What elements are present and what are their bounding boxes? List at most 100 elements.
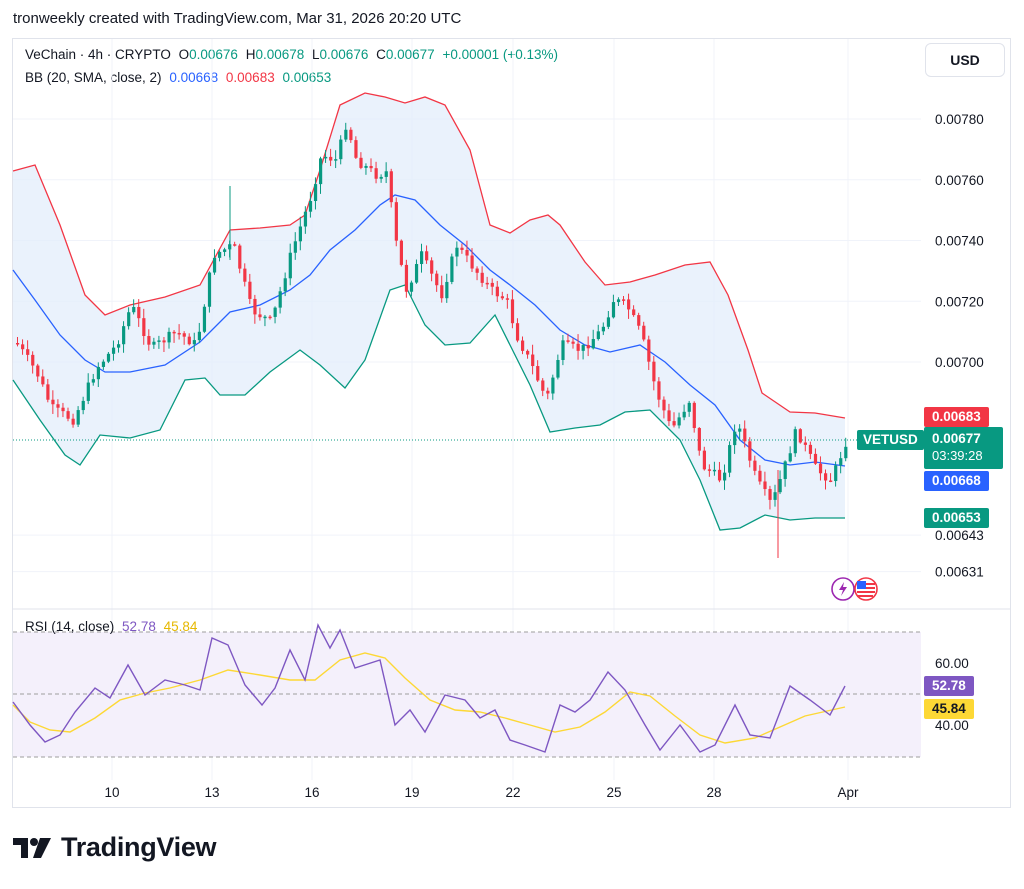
candle-body (288, 252, 292, 279)
rsi-ma-legend-value: 45.84 (163, 619, 198, 634)
rsi-tick-label: 60.00 (935, 656, 969, 671)
candle-body (808, 444, 813, 454)
candle-body (354, 140, 358, 158)
bb-basis-price-tag: 0.00668 (924, 471, 989, 491)
bb-legend: BB (20, SMA, close, 2) 0.00668 0.00683 0… (25, 70, 335, 85)
candle-body (672, 421, 676, 426)
candle-body (142, 318, 146, 337)
candle-body (197, 331, 201, 341)
candlesticks (16, 122, 848, 558)
candle-body (384, 171, 388, 177)
candle-body (712, 469, 717, 472)
candle-body (248, 281, 252, 299)
rsi-label: RSI (14, close) (25, 619, 115, 634)
price-axis-ticks: 0.00780 0.00760 0.00740 0.00720 0.00700 0.006… (935, 112, 984, 733)
candle-body (41, 376, 45, 385)
bb-basis-value: 0.00668 (169, 70, 219, 85)
bb-lower-price-tag: 0.00653 (924, 508, 989, 528)
candle-body (556, 359, 560, 378)
candle-body (793, 429, 797, 454)
candle-body (329, 156, 333, 161)
candle-body (207, 272, 212, 307)
candle-body (339, 139, 343, 160)
candle-body (303, 211, 308, 227)
time-tick-label: 19 (404, 785, 419, 800)
price-tick-label: 0.00720 (935, 294, 984, 309)
candle-body (46, 384, 50, 400)
candle-body (258, 314, 262, 318)
open-value: 0.00676 (189, 47, 238, 62)
symbol-tag: VETUSD (857, 430, 924, 450)
candle-body (81, 400, 85, 411)
currency-button[interactable]: USD (925, 43, 1005, 77)
bar-countdown: 03:39:28 (932, 448, 983, 463)
event-icons[interactable] (831, 577, 881, 603)
candle-body (152, 341, 156, 345)
candle-body (86, 382, 90, 401)
candle-body (399, 240, 403, 265)
candle-body (389, 171, 393, 203)
bb-upper-line (12, 92, 846, 419)
tradingview-logo: TradingView (13, 832, 217, 863)
candle-body (480, 272, 484, 283)
candle-body (839, 458, 843, 466)
bb-basis-line (12, 194, 846, 467)
low-value: 0.00676 (319, 47, 369, 62)
candle-body (21, 344, 25, 350)
candle-body (359, 157, 363, 168)
candle-body (283, 278, 287, 292)
price-tick-label: 0.00780 (935, 112, 984, 127)
bb-upper-value: 0.00683 (225, 70, 275, 85)
candle-body (586, 345, 590, 349)
candle-body (111, 347, 116, 354)
candle-body (773, 492, 777, 500)
candle-body (364, 165, 368, 168)
candle-body (829, 480, 833, 482)
candle-body (692, 402, 696, 429)
candle-body (293, 241, 297, 253)
candle-body (450, 256, 454, 282)
rsi-ma-price-tag: 45.84 (924, 699, 974, 719)
candle-body (526, 350, 530, 355)
candle-body (404, 264, 409, 292)
candle-body (834, 465, 838, 482)
candle-body (541, 380, 545, 391)
candle-body (505, 298, 510, 300)
candle-body (273, 307, 277, 317)
candle-body (157, 340, 161, 342)
candle-body (591, 339, 595, 349)
candle-body (26, 349, 30, 355)
candle-body (566, 340, 570, 342)
candle-body (667, 410, 671, 422)
bb-lower-line (12, 284, 845, 531)
candle-body (334, 159, 338, 161)
last-price-tag: 0.00677 03:39:28 (924, 427, 1003, 469)
low-key: L (312, 47, 320, 62)
candle-body (137, 306, 141, 319)
candle-body (783, 461, 787, 480)
time-tick-label: 10 (104, 785, 119, 800)
candle-body (677, 417, 681, 426)
candle-body (460, 247, 464, 250)
candle-body (521, 340, 525, 351)
candle-body (66, 411, 70, 419)
candle-body (56, 404, 60, 408)
candle-body (733, 431, 737, 446)
candle-body (657, 381, 661, 400)
candle-body (551, 377, 555, 394)
candle-body (344, 129, 348, 140)
candle-body (824, 473, 828, 481)
ohlc-values: O0.00676 H0.00678 L0.00676 C0.00677 +0.0… (179, 47, 562, 62)
candle-body (652, 361, 656, 382)
candle-body (91, 379, 95, 383)
candle-body (435, 273, 439, 286)
candle-body (687, 402, 691, 412)
candle-body (268, 316, 272, 319)
rsi-price-tag: 52.78 (924, 676, 974, 696)
candle-body (349, 129, 353, 141)
candle-body (788, 453, 792, 462)
candle-body (515, 323, 520, 341)
candle-body (324, 156, 328, 159)
time-tick-label: Apr (837, 785, 859, 800)
candle-body (218, 251, 222, 258)
